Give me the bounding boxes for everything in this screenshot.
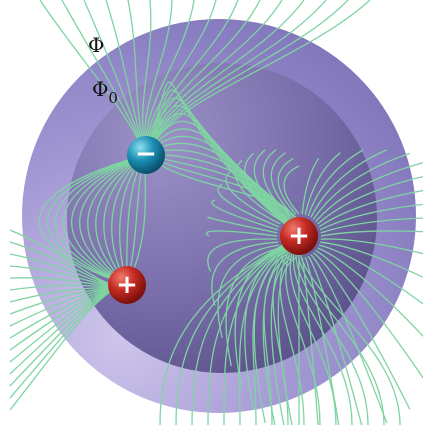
field-line	[320, 230, 423, 237]
field-line	[207, 235, 300, 425]
field-line	[320, 217, 423, 234]
field-line	[217, 244, 280, 338]
field-line	[279, 235, 305, 425]
field-line	[277, 157, 297, 215]
field-line	[145, 128, 300, 237]
field-line	[320, 241, 423, 278]
charge-ball	[108, 266, 146, 304]
field-line	[270, 152, 294, 216]
field-line	[145, 0, 305, 156]
field-line	[238, 235, 300, 425]
field-line	[211, 241, 278, 306]
field-line	[79, 154, 147, 286]
field-line	[145, 0, 371, 156]
field-line	[289, 235, 337, 425]
charge-ball	[280, 217, 318, 255]
field-line	[62, 154, 147, 286]
field-line	[145, 81, 300, 237]
field-line	[272, 235, 300, 425]
field-line	[87, 154, 147, 286]
field-line	[307, 149, 364, 217]
field-line	[315, 249, 423, 379]
field-line	[295, 235, 369, 425]
field-line	[145, 0, 327, 156]
field-line	[301, 257, 319, 425]
field-line	[145, 0, 239, 156]
field-line	[310, 254, 388, 424]
field-line	[71, 154, 147, 286]
inner-label-symbol: Φ	[92, 77, 108, 101]
field-line	[292, 235, 353, 425]
charge-sign: +	[116, 270, 138, 300]
field-line	[159, 235, 300, 425]
inner-label-subscript: 0	[108, 89, 118, 107]
field-line	[319, 203, 423, 231]
field-line	[320, 238, 423, 255]
field-line	[61, 0, 147, 156]
field-line	[83, 0, 147, 156]
outer-label: Φ	[88, 33, 104, 57]
field-line	[205, 230, 278, 237]
field-line	[312, 252, 411, 410]
field-line	[310, 149, 388, 218]
field-line	[207, 216, 278, 234]
field-line	[283, 165, 300, 215]
field-line	[46, 154, 147, 286]
field-line	[285, 235, 321, 425]
field-line	[38, 154, 147, 286]
field-line	[317, 175, 423, 225]
field-line	[144, 0, 195, 156]
field-line	[145, 0, 283, 156]
field-line	[145, 0, 349, 156]
field-line	[175, 235, 300, 425]
field-line	[105, 0, 147, 156]
field-line	[211, 199, 279, 231]
field-line	[145, 0, 217, 156]
field-line	[39, 0, 147, 156]
field-line	[301, 157, 320, 215]
inner-label: Φ0	[92, 77, 118, 107]
field-line	[297, 235, 401, 425]
field-line	[318, 244, 423, 305]
charge: −	[127, 136, 165, 174]
field-line	[54, 154, 147, 286]
charge-ball	[127, 136, 165, 174]
charge: +	[108, 266, 146, 304]
field-line	[145, 0, 261, 156]
charge: +	[280, 217, 318, 255]
charge-sign: −	[135, 139, 157, 169]
field-line	[318, 189, 423, 228]
field-line	[252, 235, 300, 425]
field-line	[207, 238, 278, 272]
field-line	[223, 235, 300, 425]
field-line	[225, 170, 281, 225]
field-line	[296, 235, 385, 425]
field-line	[263, 235, 300, 425]
field-line	[312, 152, 411, 220]
field-line	[304, 152, 341, 216]
field-line	[315, 162, 423, 223]
field-line	[191, 235, 300, 425]
field-line	[145, 89, 300, 237]
field-line	[317, 247, 423, 337]
field-line	[145, 105, 300, 237]
charge-sign: +	[288, 221, 310, 251]
field-line	[270, 256, 294, 425]
field-line	[145, 135, 300, 237]
